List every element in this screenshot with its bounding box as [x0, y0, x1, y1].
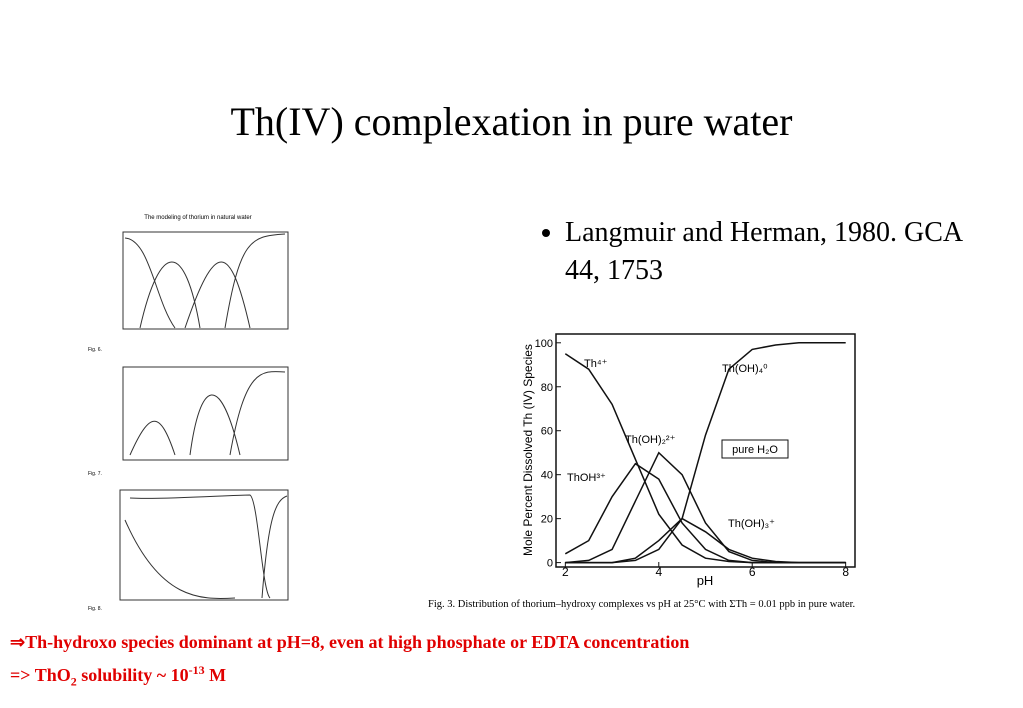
series-label: ThOH³⁺ — [567, 472, 606, 484]
y-axis-label: Mole Percent Dissolved Th (IV) Species — [521, 344, 535, 556]
slide-title: Th(IV) complexation in pure water — [230, 99, 793, 144]
thumb-caption: Fig. 7. — [88, 471, 102, 477]
series-label: Th(OH)₄⁰ — [722, 363, 768, 375]
x-tick-label: 2 — [562, 565, 569, 579]
x-tick-label: 8 — [842, 565, 849, 579]
series-line — [565, 451, 846, 564]
note: ⇒Th-hydroxo species dominant at pH=8, ev… — [10, 632, 690, 652]
thumb-caption: Fig. 6. — [88, 347, 102, 353]
series-line — [565, 342, 846, 564]
y-tick-label: 60 — [541, 426, 553, 438]
plot-frame — [555, 333, 856, 568]
y-tick-label: 40 — [541, 470, 553, 482]
chart-caption: Fig. 3. Distribution of thorium–hydroxy … — [428, 599, 855, 610]
series-label: Th(OH)₂²⁺ — [625, 434, 676, 446]
x-axis-label: pH — [697, 573, 714, 588]
note-part: solubility ~ 10 — [76, 665, 189, 685]
note-part: 2 — [70, 674, 77, 689]
note: => ThO2 solubility ~ 10-13 M — [10, 663, 226, 690]
note-part: M — [204, 665, 227, 685]
series-label: Th⁴⁺ — [584, 358, 608, 370]
series-label: Th(OH)₃⁺ — [728, 518, 775, 530]
y-tick-label: 100 — [535, 338, 553, 350]
y-tick-label: 0 — [547, 558, 553, 570]
thumb-caption: Fig. 8. — [88, 606, 102, 612]
bullet: Langmuir and Herman, 1980. GCA 44, 1753 — [565, 214, 965, 290]
annotation-box — [721, 439, 789, 459]
x-tick-label: 4 — [655, 565, 662, 579]
series-line — [564, 462, 846, 564]
y-tick-label: 20 — [541, 514, 553, 526]
x-tick-label: 6 — [749, 565, 756, 579]
note-part: => ThO — [10, 665, 71, 685]
thumb-heading: The modeling of thorium in natural water — [144, 215, 251, 221]
series-line — [565, 517, 846, 564]
bullet-list: Langmuir and Herman, 1980. GCA 44, 1753 — [530, 214, 965, 290]
note-part: -13 — [188, 663, 205, 677]
y-tick-label: 80 — [541, 382, 553, 394]
annotation: pure H₂O — [732, 444, 778, 456]
